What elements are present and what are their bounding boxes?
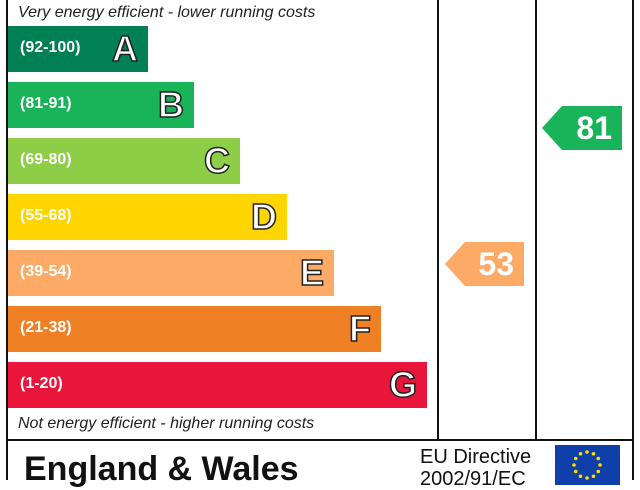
footer-divider	[6, 439, 634, 441]
band-letter: B	[157, 83, 185, 126]
eu-star	[585, 450, 589, 454]
band-letter: C	[203, 139, 231, 182]
potential-rating-value: 81	[576, 110, 612, 146]
bottom-caption: Not energy efficient - higher running co…	[18, 415, 315, 432]
eu-star	[591, 474, 596, 479]
potential-column-divider	[535, 0, 537, 440]
eu-star	[591, 451, 596, 456]
band-range: (1-20)	[20, 375, 63, 392]
eu-star	[598, 463, 602, 467]
top-caption: Very energy efficient - lower running co…	[18, 4, 316, 21]
band-bar-d: (55-68) D	[8, 194, 287, 240]
band-range: (92-100)	[20, 39, 81, 56]
eu-star	[585, 476, 589, 480]
band-letter: G	[388, 363, 418, 406]
right-border	[632, 0, 634, 480]
band-bar-b: (81-91) B	[8, 82, 194, 128]
band-letter: D	[250, 195, 278, 238]
eu-star	[572, 463, 576, 467]
band-bar-f: (21-38) F	[8, 306, 381, 352]
directive-line1: EU Directive	[420, 446, 532, 468]
band-letter: A	[111, 27, 139, 70]
country-label: England & Wales	[24, 450, 299, 488]
band-bar-c: (69-80) C	[8, 138, 240, 184]
eu-star	[578, 474, 583, 479]
eu-directive: EU Directive 2002/91/EC	[420, 446, 531, 490]
eu-star	[596, 456, 601, 461]
band-bar-g: (1-20) G	[8, 362, 427, 408]
band-range: (21-38)	[20, 319, 72, 336]
eu-star	[578, 451, 583, 456]
potential-rating-arrow: 81	[542, 106, 622, 150]
band-letter: F	[348, 307, 372, 350]
eu-flag-icon	[555, 445, 620, 485]
eu-star	[596, 469, 601, 474]
band-bar-e: (39-54) E	[8, 250, 334, 296]
directive-line2: 2002/91/EC	[420, 468, 526, 490]
band-letter: E	[299, 251, 325, 294]
band-bar-a: (92-100) A	[8, 26, 148, 72]
band-range: (81-91)	[20, 95, 72, 112]
band-range: (55-68)	[20, 207, 72, 224]
eu-star	[573, 469, 578, 474]
band-range: (69-80)	[20, 151, 72, 168]
current-rating-value: 53	[478, 246, 514, 282]
eu-star	[573, 456, 578, 461]
left-border	[6, 0, 8, 480]
band-range: (39-54)	[20, 263, 72, 280]
current-column-divider	[437, 0, 439, 440]
current-rating-arrow: 53	[445, 242, 524, 286]
